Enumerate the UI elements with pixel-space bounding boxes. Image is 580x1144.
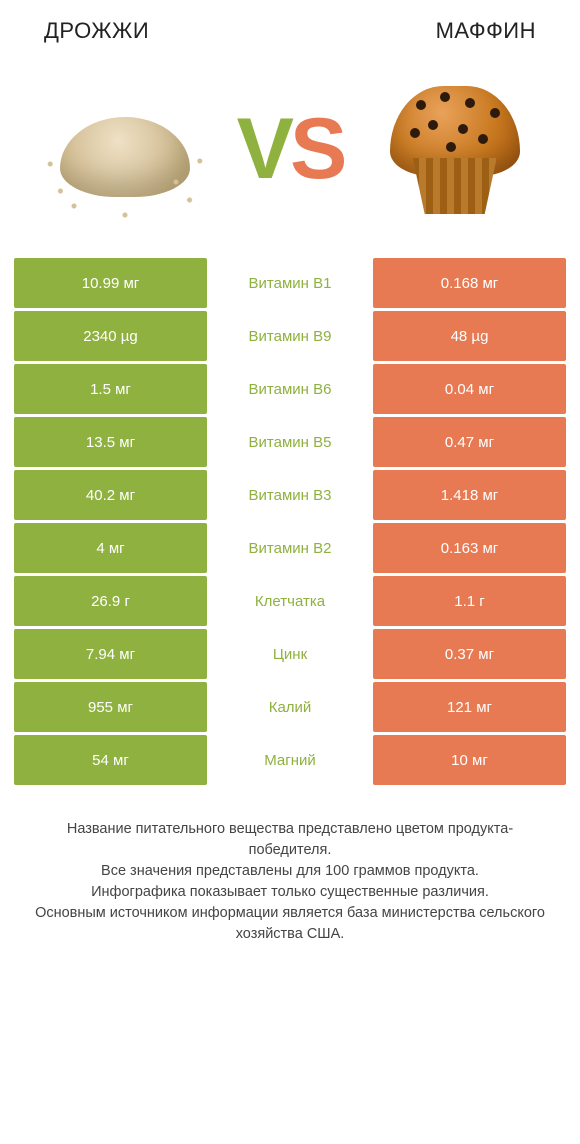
nutrient-label: Витамин B1: [207, 258, 373, 308]
left-value: 4 мг: [14, 523, 207, 573]
choco-chip-icon: [478, 134, 488, 144]
nutrient-label: Цинк: [207, 629, 373, 679]
vs-s-letter: S: [290, 106, 343, 192]
table-row: 13.5 мгВитамин B50.47 мг: [14, 417, 566, 467]
vs-label: VS: [237, 106, 344, 192]
right-value: 1.1 г: [373, 576, 566, 626]
table-row: 40.2 мгВитамин B31.418 мг: [14, 470, 566, 520]
left-value: 13.5 мг: [14, 417, 207, 467]
infographic-root: ДРОЖЖИ МАФФИН VS 10.99 мгВитамин B10.168…: [0, 0, 580, 969]
table-row: 10.99 мгВитамин B10.168 мг: [14, 258, 566, 308]
right-value: 0.47 мг: [373, 417, 566, 467]
titles-row: ДРОЖЖИ МАФФИН: [14, 18, 566, 54]
right-value: 48 µg: [373, 311, 566, 361]
nutrient-label: Витамин B6: [207, 364, 373, 414]
left-title: ДРОЖЖИ: [44, 18, 149, 44]
table-row: 1.5 мгВитамин B60.04 мг: [14, 364, 566, 414]
table-row: 955 мгКалий121 мг: [14, 682, 566, 732]
nutrient-label: Витамин B2: [207, 523, 373, 573]
nutrient-label: Клетчатка: [207, 576, 373, 626]
nutrient-label: Витамин B3: [207, 470, 373, 520]
left-value: 40.2 мг: [14, 470, 207, 520]
footer-line: Инфографика показывает только существенн…: [30, 882, 550, 903]
right-value: 0.163 мг: [373, 523, 566, 573]
hero-row: VS: [14, 54, 566, 244]
choco-chip-icon: [465, 98, 475, 108]
hero-right: [343, 74, 566, 224]
left-value: 955 мг: [14, 682, 207, 732]
nutrient-label: Калий: [207, 682, 373, 732]
footer-line: Название питательного вещества представл…: [30, 819, 550, 861]
choco-chip-icon: [490, 108, 500, 118]
choco-chip-icon: [428, 120, 438, 130]
nutrient-label: Магний: [207, 735, 373, 785]
right-value: 121 мг: [373, 682, 566, 732]
hero-left: [14, 74, 237, 224]
footer-notes: Название питательного вещества представл…: [14, 819, 566, 945]
left-value: 54 мг: [14, 735, 207, 785]
left-value: 10.99 мг: [14, 258, 207, 308]
left-value: 2340 µg: [14, 311, 207, 361]
right-value: 0.168 мг: [373, 258, 566, 308]
right-title: МАФФИН: [436, 18, 536, 44]
vs-v-letter: V: [237, 106, 290, 192]
footer-line: Все значения представлены для 100 граммо…: [30, 861, 550, 882]
nutrient-label: Витамин B5: [207, 417, 373, 467]
table-row: 26.9 гКлетчатка1.1 г: [14, 576, 566, 626]
table-row: 54 мгМагний10 мг: [14, 735, 566, 785]
right-value: 10 мг: [373, 735, 566, 785]
left-value: 1.5 мг: [14, 364, 207, 414]
choco-chip-icon: [416, 100, 426, 110]
right-value: 1.418 мг: [373, 470, 566, 520]
yeast-icon: [40, 74, 210, 224]
left-value: 26.9 г: [14, 576, 207, 626]
choco-chip-icon: [446, 142, 456, 152]
right-value: 0.04 мг: [373, 364, 566, 414]
choco-chip-icon: [410, 128, 420, 138]
table-row: 7.94 мгЦинк0.37 мг: [14, 629, 566, 679]
table-row: 2340 µgВитамин B948 µg: [14, 311, 566, 361]
nutrient-label: Витамин B9: [207, 311, 373, 361]
left-value: 7.94 мг: [14, 629, 207, 679]
comparison-table: 10.99 мгВитамин B10.168 мг2340 µgВитамин…: [14, 258, 566, 785]
footer-line: Основным источником информации является …: [30, 903, 550, 945]
table-row: 4 мгВитамин B20.163 мг: [14, 523, 566, 573]
right-value: 0.37 мг: [373, 629, 566, 679]
choco-chip-icon: [440, 92, 450, 102]
muffin-icon: [380, 74, 530, 224]
choco-chip-icon: [458, 124, 468, 134]
